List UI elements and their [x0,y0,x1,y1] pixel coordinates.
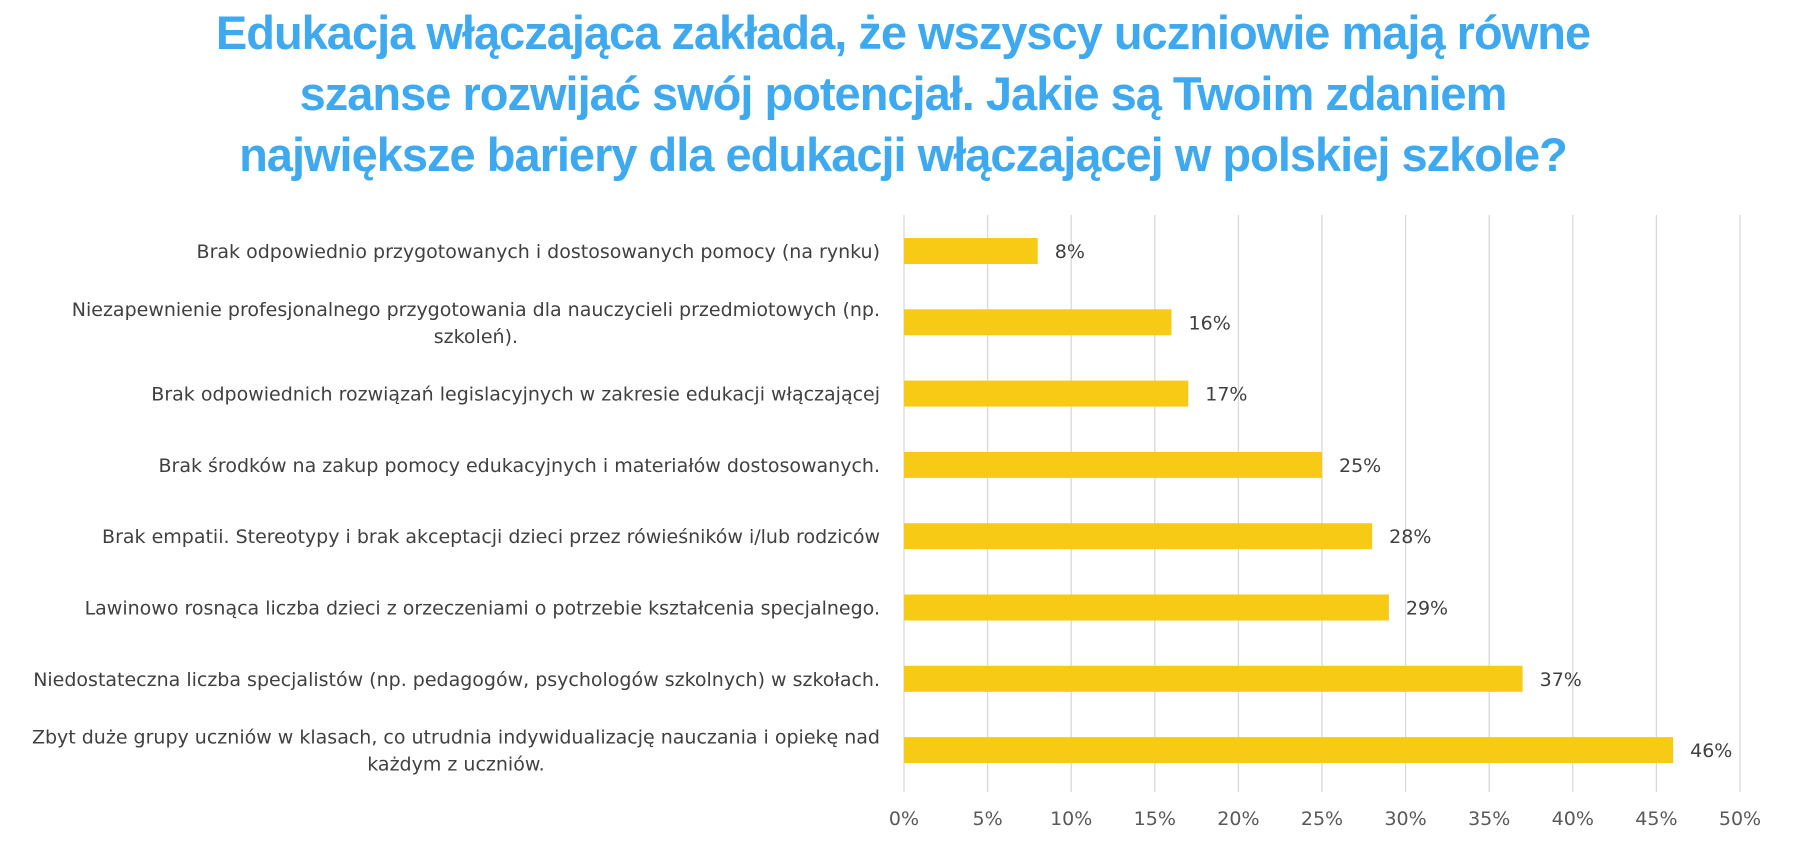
category-labels: Brak odpowiednio przygotowanych i dostos… [32,241,880,776]
x-tick-label: 10% [1050,808,1092,830]
category-label-line: szkoleń). [434,326,518,348]
x-tick-label: 40% [1552,808,1594,830]
category-label-line: Niezapewnienie profesjonalnego przygotow… [72,299,880,321]
chart-title-line-1: Edukacja włączająca zakłada, że wszyscy … [215,6,1591,59]
category-label: Brak środków na zakup pomocy edukacyjnyc… [159,455,881,477]
data-label: 28% [1389,526,1431,548]
x-tick-label: 5% [973,808,1003,830]
data-label: 29% [1406,598,1448,620]
category-label-line: Zbyt duże grupy uczniów w klasach, co ut… [32,727,880,749]
bar [904,309,1172,336]
chart-title-line-2: szanse rozwijać swój potencjał. Jakie są… [299,67,1508,120]
x-tick-label: 45% [1635,808,1677,830]
data-label: 17% [1205,384,1247,406]
category-label-line: Lawinowo rosnąca liczba dzieci z orzecze… [85,598,880,620]
x-tick-label: 0% [889,808,919,830]
chart-title-line-3: największe bariery dla edukacji włączają… [239,128,1568,181]
x-tick-label: 25% [1301,808,1343,830]
category-label: Niezapewnienie profesjonalnego przygotow… [72,299,880,348]
category-label-line: Brak odpowiednio przygotowanych i dostos… [197,241,880,263]
category-label: Brak odpowiednich rozwiązań legislacyjny… [151,384,880,406]
category-label-line: Brak empatii. Stereotypy i brak akceptac… [102,526,880,548]
category-label-line: Brak środków na zakup pomocy edukacyjnyc… [159,455,881,477]
data-label: 16% [1189,312,1231,334]
chart-title: Edukacja włączająca zakłada, że wszyscy … [0,2,1806,185]
x-tick-label: 30% [1384,808,1426,830]
category-label-line: Niedostateczna liczba specjalistów (np. … [33,669,880,691]
bar [904,380,1189,407]
bar [904,594,1389,621]
bar [904,737,1674,764]
x-axis-tick-labels: 0% 5% 10% 15% 20% 25% 30% 35% 40% 45% 50% [889,808,1761,830]
bar [904,451,1322,478]
x-tick-label: 50% [1719,808,1761,830]
bar [904,665,1523,692]
x-tick-label: 15% [1134,808,1176,830]
category-label: Brak odpowiednio przygotowanych i dostos… [197,241,880,263]
category-label: Brak empatii. Stereotypy i brak akceptac… [102,526,880,548]
data-label: 46% [1690,740,1732,762]
category-label-line: każdym z uczniów. [367,754,544,776]
x-tick-label: 35% [1468,808,1510,830]
value-labels: 8% 16% 17% 25% 28% 29% 37% 46% [1055,241,1733,762]
bars [904,238,1674,764]
category-label: Lawinowo rosnąca liczba dzieci z orzecze… [85,598,880,620]
x-tick-label: 20% [1217,808,1259,830]
bar [904,238,1038,264]
category-label: Niedostateczna liczba specjalistów (np. … [33,669,880,691]
bar [904,523,1373,550]
category-label: Zbyt duże grupy uczniów w klasach, co ut… [32,727,880,776]
data-label: 8% [1055,241,1085,263]
category-label-line: Brak odpowiednich rozwiązań legislacyjny… [151,384,880,406]
data-label: 25% [1339,455,1381,477]
data-label: 37% [1540,669,1582,691]
gridlines [903,215,1741,792]
